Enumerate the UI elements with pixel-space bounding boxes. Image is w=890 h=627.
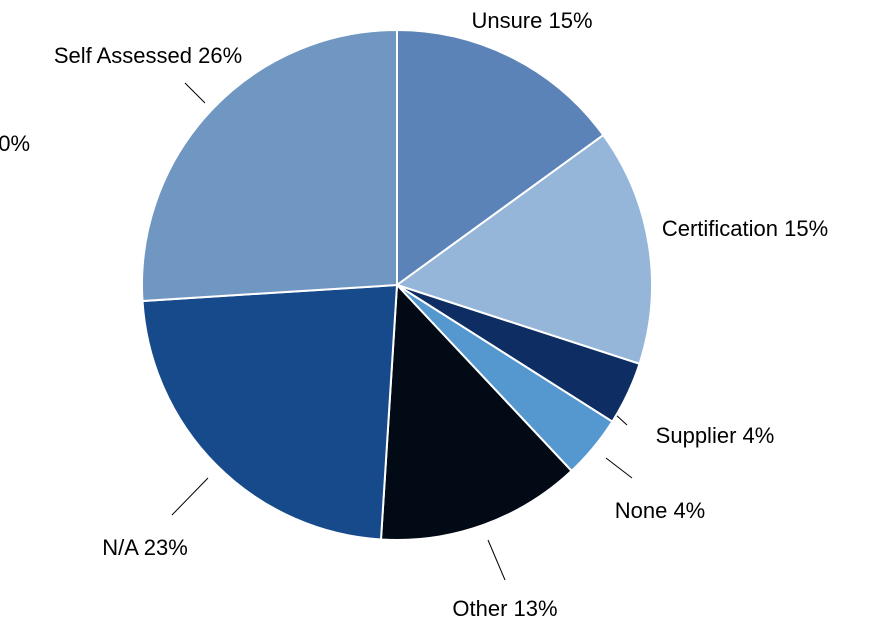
leader-line: [184, 82, 206, 104]
pie-slice: [141, 28, 398, 303]
data-label: Other 13%: [452, 596, 557, 621]
pie-slice: [394, 133, 653, 366]
leader-line: [171, 477, 209, 516]
pie-slice: [379, 282, 573, 541]
data-label: Certification 15%: [662, 216, 828, 241]
data-label: 0%: [0, 131, 30, 156]
leader-line: [605, 457, 633, 479]
pie-slice: [141, 283, 399, 541]
data-label: N/A 23%: [102, 535, 188, 560]
data-label: Supplier 4%: [656, 423, 775, 448]
leader-line: [487, 539, 506, 581]
pie-slice: [396, 28, 605, 287]
data-label: Unsure 15%: [471, 8, 592, 33]
data-label: None 4%: [615, 498, 706, 523]
data-label: Self Assessed 26%: [54, 43, 242, 68]
